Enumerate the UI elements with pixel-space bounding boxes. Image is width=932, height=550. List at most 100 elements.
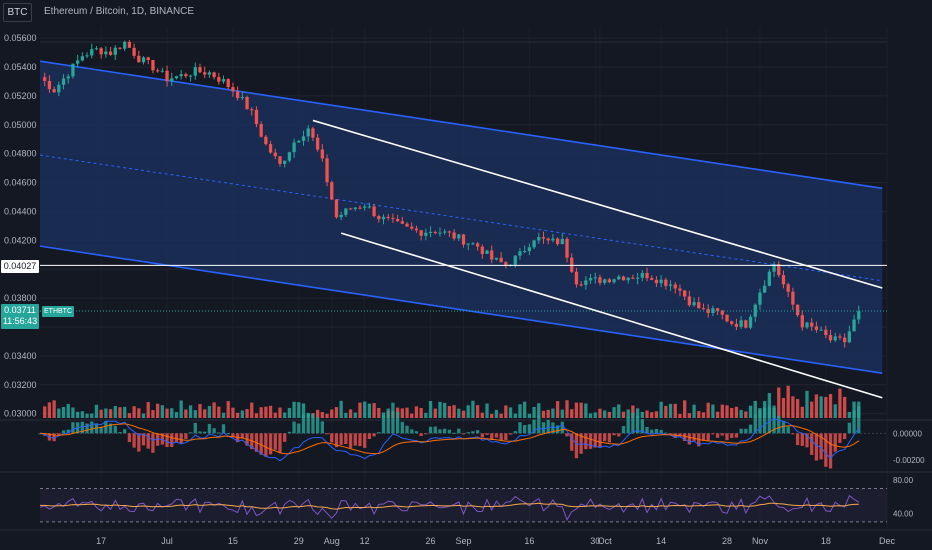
volume-bar <box>273 412 277 418</box>
macd-histogram-bar <box>419 433 423 436</box>
candle-body <box>66 76 70 79</box>
volume-bar <box>668 403 673 418</box>
macd-histogram-bar <box>292 421 296 434</box>
macd-histogram-bar <box>221 424 226 434</box>
macd-histogram-bar <box>353 433 357 446</box>
macd-histogram-bar <box>494 433 499 438</box>
candle-body <box>353 207 357 209</box>
candle-body <box>447 231 452 233</box>
volume-bar <box>381 412 386 418</box>
candle-body <box>494 257 499 260</box>
macd-histogram-bar <box>391 402 395 434</box>
candle-body <box>301 136 306 141</box>
candle-body <box>315 137 320 150</box>
volume-bar <box>730 407 734 418</box>
candle-body <box>607 279 612 283</box>
candle-body <box>786 284 790 292</box>
macd-histogram-bar <box>278 433 282 453</box>
candle-body <box>250 109 254 111</box>
symbol-button[interactable]: BTC <box>3 3 32 22</box>
macd-histogram-bar <box>631 412 635 434</box>
volume-bar <box>132 406 136 418</box>
candle-body <box>146 57 150 61</box>
volume-bar <box>400 408 404 418</box>
macd-histogram-bar <box>273 433 277 450</box>
price-tick-label: 0.04800 <box>4 149 37 159</box>
candle-body <box>264 136 268 145</box>
candle-body <box>631 277 635 279</box>
candle-body <box>433 231 437 233</box>
macd-histogram-bar <box>71 422 75 434</box>
volume-bar <box>151 410 155 418</box>
volume-bar <box>795 399 800 418</box>
macd-histogram-bar <box>852 410 856 434</box>
candle-body <box>588 277 593 281</box>
macd-histogram-bar <box>758 409 762 434</box>
macd-histogram-bar <box>193 422 197 434</box>
candle-body <box>603 279 607 283</box>
volume-bar <box>405 407 409 418</box>
candle-body <box>344 208 348 215</box>
volume-bar <box>221 412 226 418</box>
volume-bar <box>852 401 856 418</box>
candle-body <box>438 232 442 234</box>
volume-bar <box>513 413 517 418</box>
macd-histogram-bar <box>579 433 583 454</box>
volume-bar <box>640 411 644 418</box>
time-tick-label: Dec <box>879 536 896 546</box>
candle-body <box>537 237 541 241</box>
macd-histogram-bar <box>80 421 84 434</box>
macd-histogram-bar <box>118 432 122 434</box>
macd-histogram-bar <box>617 433 621 437</box>
time-tick-label: 15 <box>228 536 238 546</box>
candle-body <box>52 89 56 93</box>
macd-histogram-bar <box>570 433 574 451</box>
macd-histogram-bar <box>358 433 362 447</box>
volume-bar <box>475 405 480 418</box>
candle-body <box>475 243 480 247</box>
time-tick-label: 12 <box>360 536 370 546</box>
volume-bar <box>118 407 122 418</box>
volume-bar <box>838 388 842 418</box>
candle-body <box>819 329 823 331</box>
candle-body <box>311 128 315 138</box>
volume-bar <box>443 402 447 418</box>
volume-bar <box>692 404 696 418</box>
candle-body <box>824 329 828 336</box>
candle-body <box>593 277 597 279</box>
macd-histogram-bar <box>367 433 372 439</box>
candle-body <box>283 160 287 164</box>
macd-histogram-bar <box>438 429 442 434</box>
macd-histogram-bar <box>428 426 433 434</box>
candle-body <box>414 228 419 231</box>
macd-histogram-bar <box>560 421 564 434</box>
volume-bar <box>146 402 150 418</box>
candle-body <box>57 84 61 93</box>
candle-body <box>739 320 743 327</box>
macd-histogram-bar <box>485 433 489 435</box>
time-tick-label: Aug <box>324 536 340 546</box>
macd-tick-label: 0.00000 <box>893 429 922 438</box>
candle-body <box>617 276 621 280</box>
macd-histogram-bar <box>57 433 61 435</box>
candle-body <box>673 284 677 289</box>
channel-lower-line <box>39 245 883 375</box>
volume-bar <box>565 400 569 418</box>
volume-bar <box>466 405 470 418</box>
candle-body <box>419 230 423 236</box>
regression-channel <box>39 60 883 375</box>
volume-bar <box>847 411 852 418</box>
volume-bar <box>367 403 372 418</box>
candle-body <box>579 284 583 286</box>
candle-body <box>748 316 753 328</box>
macd-histogram-bar <box>490 433 494 440</box>
candle-body <box>113 47 117 55</box>
macd-histogram-bar <box>170 433 174 448</box>
volume-bar <box>297 402 301 418</box>
macd-histogram-bar <box>753 414 757 434</box>
candle-body <box>231 87 235 92</box>
time-tick-label: 16 <box>524 536 534 546</box>
candle-body <box>692 302 696 306</box>
macd-histogram-bar <box>791 433 795 435</box>
